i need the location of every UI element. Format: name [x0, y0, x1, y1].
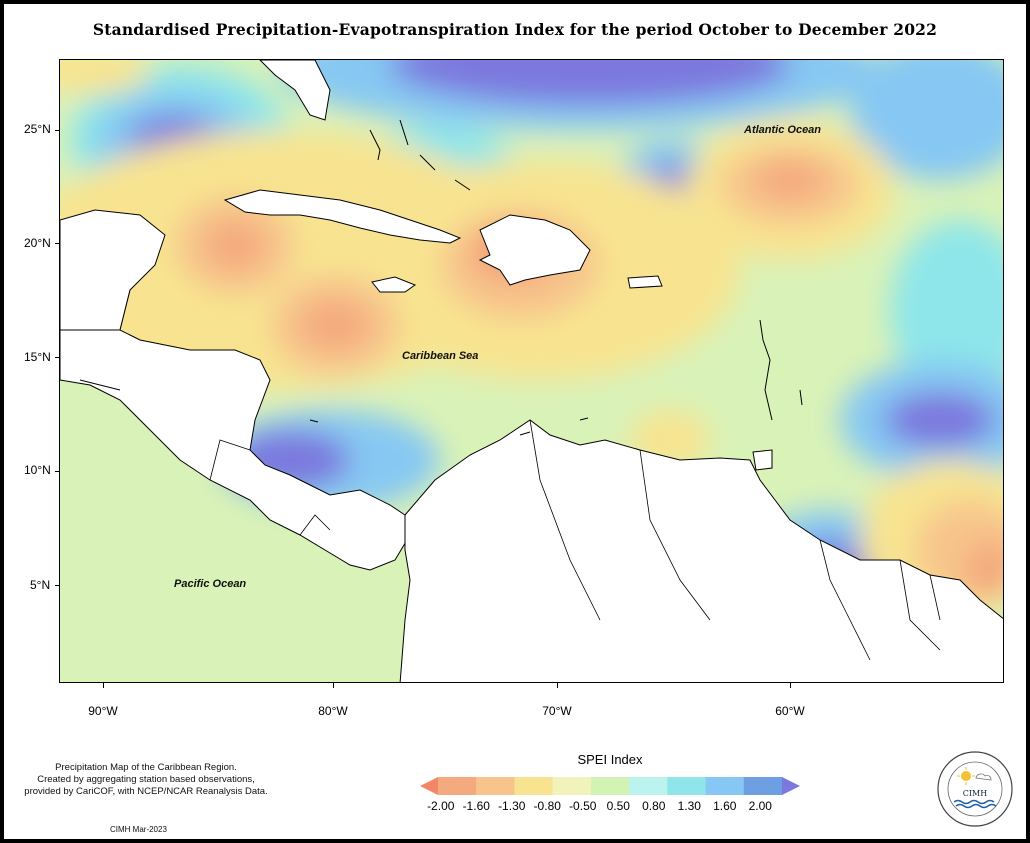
lon-tick-80w: 80°W [318, 704, 348, 718]
logo-text: CIMH [963, 789, 987, 798]
legend-swatch [667, 777, 707, 795]
lat-tick-mark [55, 585, 60, 586]
legend-labels: -2.00 -1.60 -1.30 -0.80 -0.50 0.50 0.80 … [423, 799, 778, 813]
legend-label: 1.30 [677, 799, 701, 813]
spei-map: Atlantic Ocean Caribbean Sea Pacific Oce… [59, 59, 1004, 683]
legend-label: -0.50 [569, 799, 597, 813]
legend-label: 2.00 [748, 799, 772, 813]
legend-label: -0.80 [533, 799, 561, 813]
legend-swatch [420, 777, 438, 795]
lat-tick-mark [55, 471, 60, 472]
legend-label: 0.80 [642, 799, 666, 813]
small-islands [79, 119, 803, 436]
legend-label: 0.50 [606, 799, 630, 813]
description-line: provided by CariCOF, with NCEP/NCAR Rean… [24, 786, 268, 797]
legend-color-bar [420, 777, 800, 795]
lon-tick-60w: 60°W [775, 704, 805, 718]
land-masses [60, 60, 1003, 682]
lon-tick-mark [103, 683, 104, 688]
legend-label: -1.60 [462, 799, 490, 813]
legend-swatch [743, 777, 783, 795]
lat-tick-mark [55, 130, 60, 131]
lat-tick-mark [55, 357, 60, 358]
legend-swatch [476, 777, 515, 795]
lon-tick-mark [790, 683, 791, 688]
legend-swatch [514, 777, 554, 795]
legend-swatch [552, 777, 592, 795]
lon-tick-90w: 90°W [88, 704, 118, 718]
map-date: CIMH Mar-2023 [110, 825, 167, 834]
lon-tick-70w: 70°W [542, 704, 572, 718]
lat-tick-mark [55, 243, 60, 244]
lat-tick-25n: 25°N [24, 122, 51, 136]
legend-label: -2.00 [427, 799, 455, 813]
legend-swatch [629, 777, 668, 795]
legend-swatch [438, 777, 477, 795]
label-caribbean-sea: Caribbean Sea [402, 350, 479, 362]
map-description: Precipitation Map of the Caribbean Regio… [10, 762, 282, 798]
legend-swatch [782, 777, 800, 795]
label-atlantic-ocean: Atlantic Ocean [744, 124, 822, 136]
cimh-logo: CIMH [937, 751, 1013, 827]
legend-swatch [590, 777, 630, 795]
lon-tick-mark [557, 683, 558, 688]
spei-map-svg [60, 60, 1003, 682]
description-line: Created by aggregating station based obs… [37, 774, 255, 785]
lat-tick-20n: 20°N [24, 236, 51, 250]
legend-label: -1.30 [498, 799, 526, 813]
description-line: Precipitation Map of the Caribbean Regio… [55, 762, 237, 773]
lat-tick-10n: 10°N [24, 463, 51, 477]
lon-tick-mark [333, 683, 334, 688]
map-title: Standardised Precipitation-Evapotranspir… [92, 20, 938, 39]
legend-label: 1.60 [713, 799, 737, 813]
country-borders [119, 289, 941, 661]
legend-swatch [705, 777, 745, 795]
legend-title: SPEI Index [577, 752, 643, 767]
lat-tick-15n: 15°N [24, 350, 51, 364]
label-pacific-ocean: Pacific Ocean [174, 578, 247, 590]
lat-tick-5n: 5°N [30, 578, 51, 592]
